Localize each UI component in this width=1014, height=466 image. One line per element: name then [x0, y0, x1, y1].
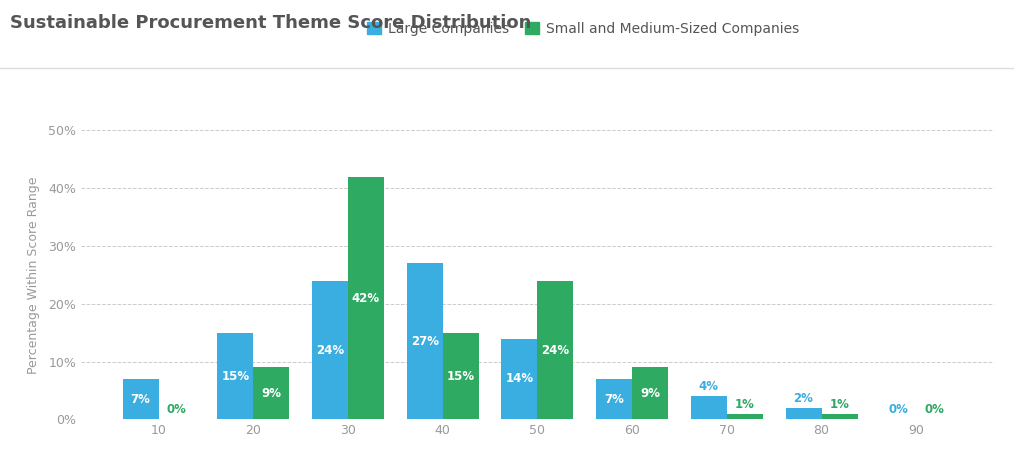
Text: 0%: 0% [166, 403, 187, 416]
Text: Sustainable Procurement Theme Score Distribution: Sustainable Procurement Theme Score Dist… [10, 14, 531, 32]
Bar [786, 408, 821, 419]
Bar [821, 414, 858, 419]
Bar [727, 414, 763, 419]
Text: 2%: 2% [794, 392, 813, 405]
Y-axis label: Percentage Within Score Range: Percentage Within Score Range [27, 176, 40, 374]
Text: 1%: 1% [735, 398, 754, 411]
Text: 24%: 24% [541, 343, 570, 356]
Text: 27%: 27% [411, 335, 439, 348]
Bar [691, 396, 727, 419]
Bar [254, 367, 289, 419]
Bar [596, 379, 632, 419]
Text: 4%: 4% [699, 380, 719, 393]
Text: 15%: 15% [221, 370, 249, 383]
Bar [123, 379, 158, 419]
Bar [632, 367, 668, 419]
Bar [217, 333, 254, 419]
Bar [312, 281, 348, 419]
Text: 7%: 7% [604, 393, 624, 406]
Text: 7%: 7% [131, 393, 150, 406]
Bar [348, 177, 384, 419]
Text: 0%: 0% [888, 403, 909, 416]
Text: 9%: 9% [640, 387, 660, 400]
Legend: Large Companies, Small and Medium-Sized Companies: Large Companies, Small and Medium-Sized … [361, 16, 805, 41]
Text: 14%: 14% [505, 372, 533, 385]
Text: 9%: 9% [262, 387, 281, 400]
Bar [407, 263, 443, 419]
Text: 0%: 0% [925, 403, 944, 416]
Text: 15%: 15% [446, 370, 475, 383]
Bar [502, 338, 537, 419]
Text: 1%: 1% [829, 398, 850, 411]
Text: 24%: 24% [316, 343, 344, 356]
Bar [537, 281, 573, 419]
Text: 42%: 42% [352, 292, 380, 305]
Bar [443, 333, 479, 419]
